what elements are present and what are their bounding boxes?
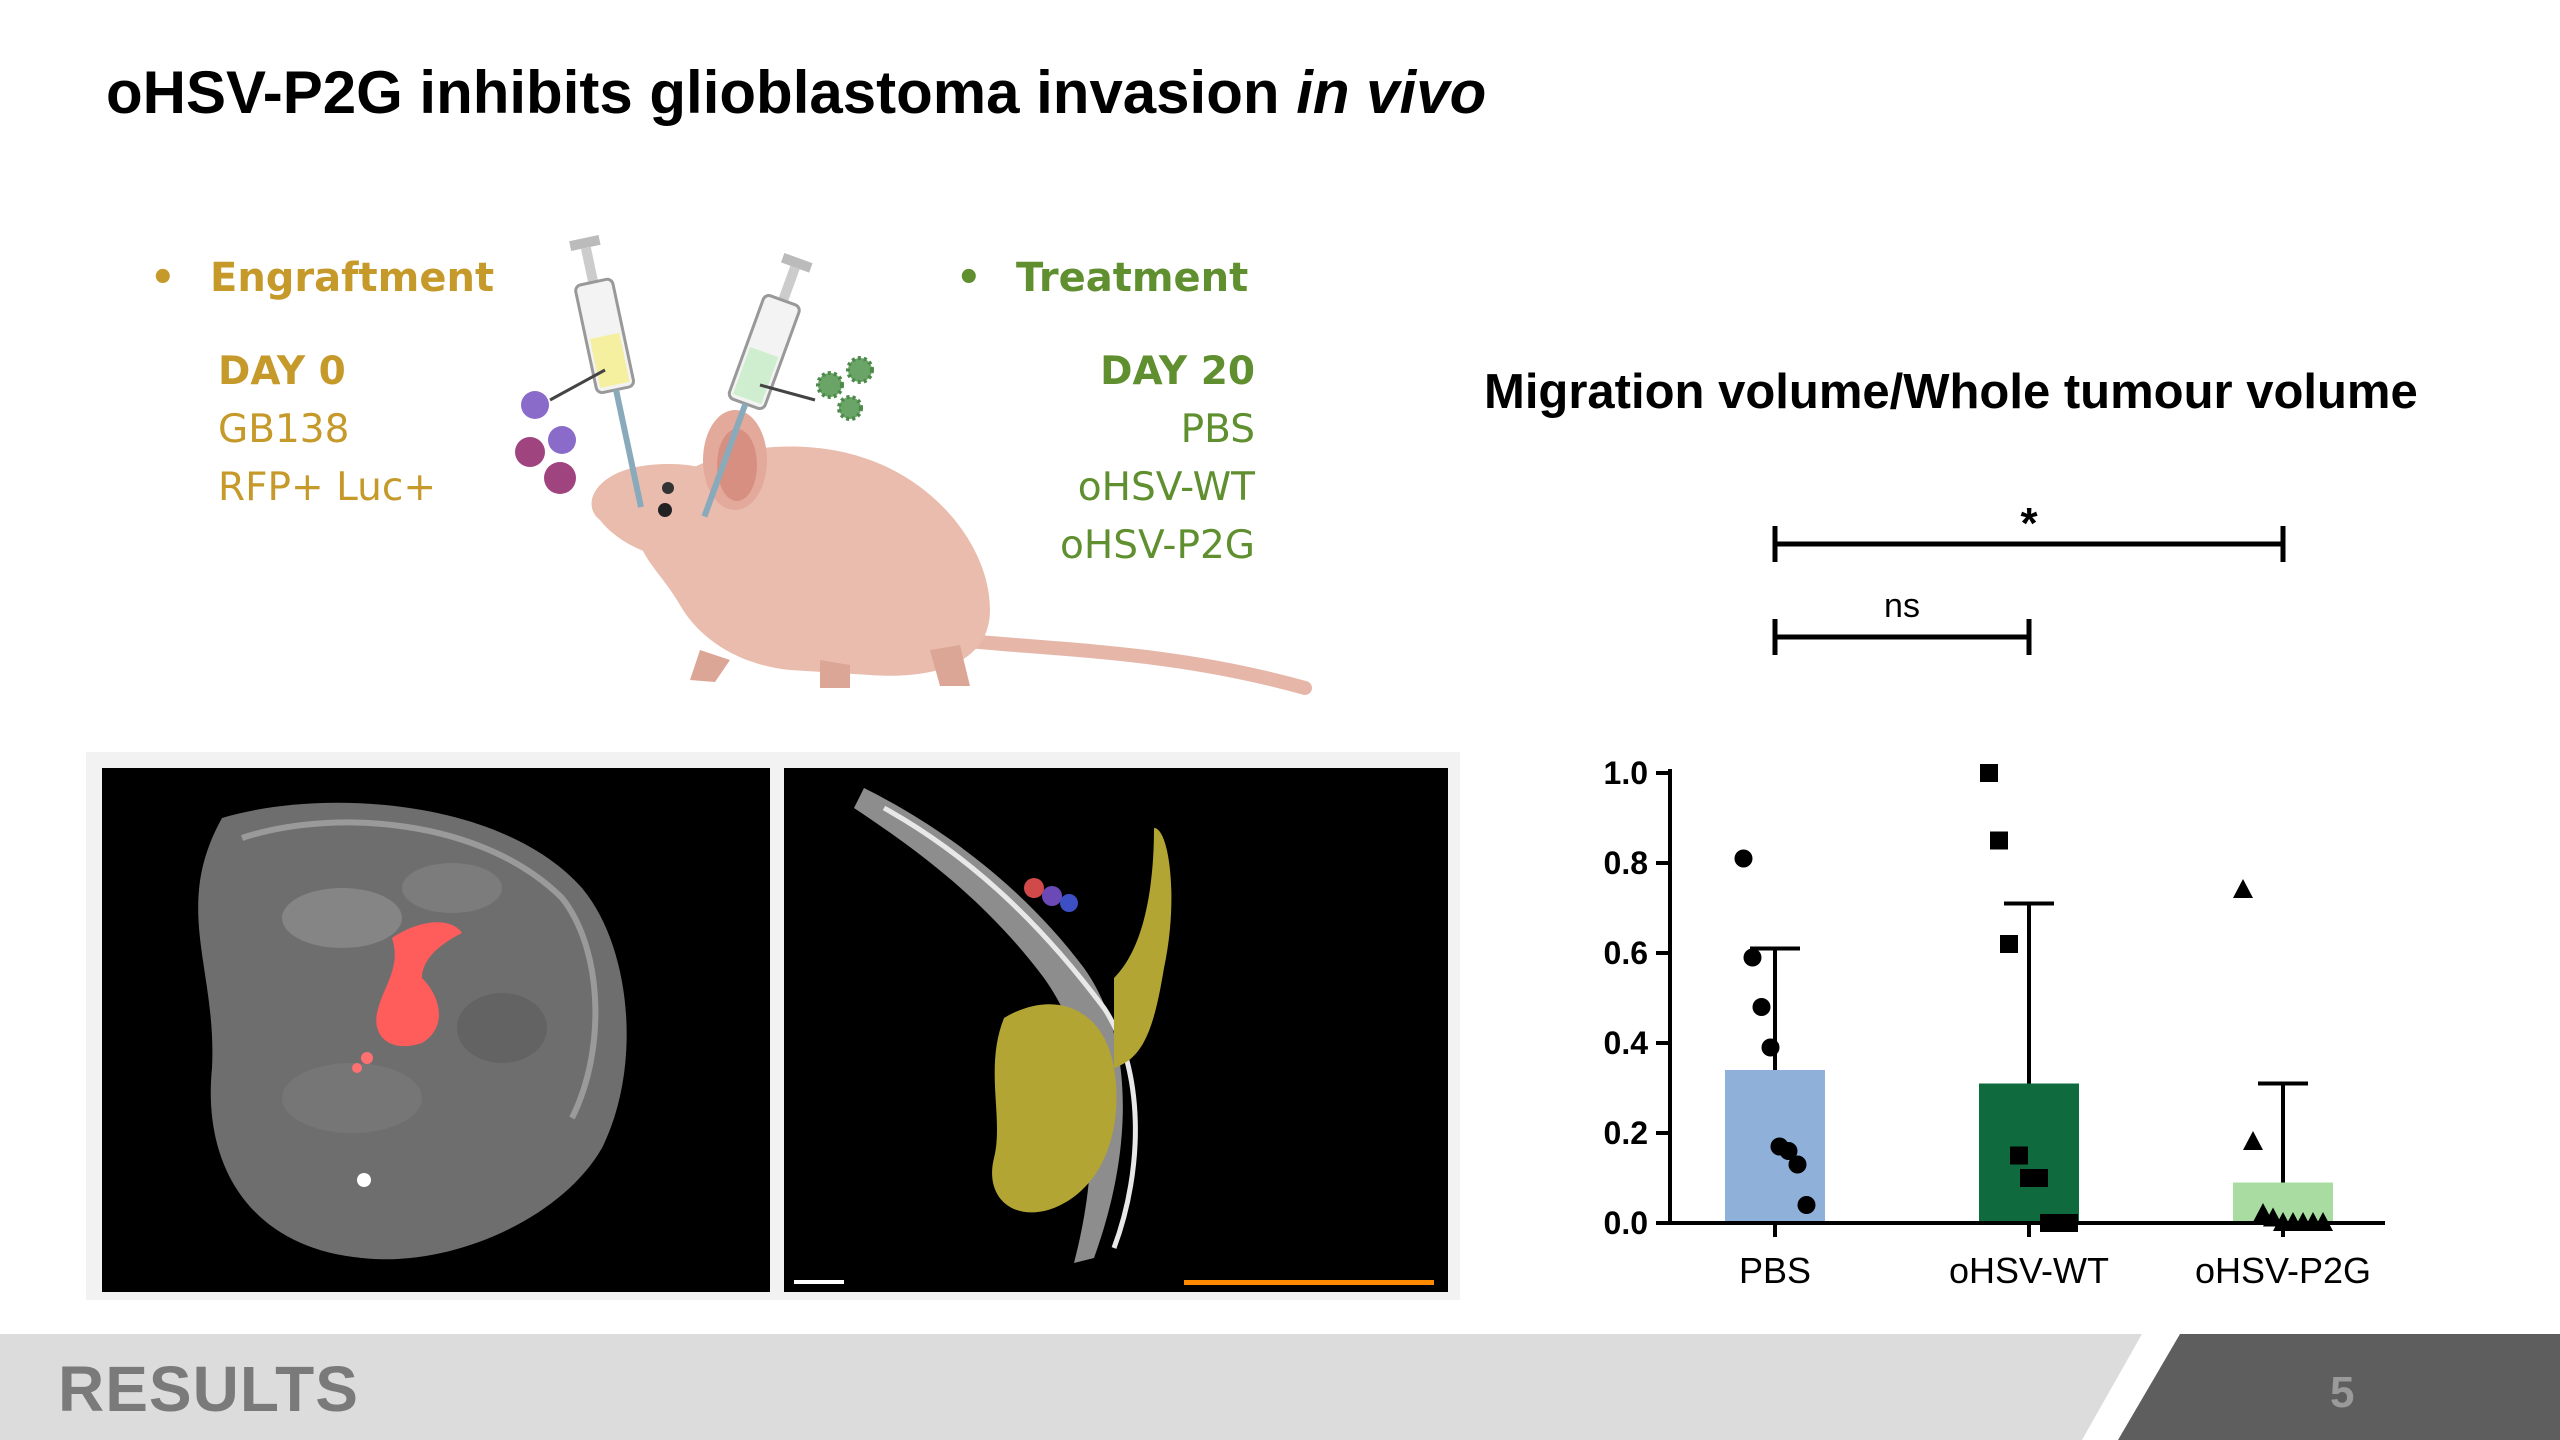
data-point <box>1734 849 1753 868</box>
chart-title: Migration volume/Whole tumour volume <box>1484 365 2418 419</box>
x-tick-label: oHSV-P2G <box>2195 1250 2371 1291</box>
data-point <box>1752 998 1771 1016</box>
treatment-heading: Treatment <box>1016 255 1249 301</box>
engraftment-day: DAY 0 <box>218 349 346 394</box>
treatment-item: oHSV-WT <box>1077 465 1255 510</box>
treatment-day: DAY 20 <box>1100 349 1255 394</box>
data-point <box>1743 948 1762 967</box>
data-point <box>2030 1169 2048 1187</box>
y-tick-label: 0.4 <box>1604 1025 1649 1061</box>
data-point <box>2000 935 2018 953</box>
y-tick-label: 0.2 <box>1604 1115 1648 1151</box>
bar-oHSV-WT <box>1979 1083 2079 1223</box>
engraftment-bullet: • <box>150 255 176 301</box>
treatment-item: PBS <box>1180 407 1255 452</box>
treatment-bullet: • <box>956 255 982 301</box>
brain-rfp-image <box>102 768 770 1292</box>
significance-label: ns <box>1884 587 1920 625</box>
page-number: 5 <box>2330 1368 2355 1417</box>
data-point <box>1990 831 2008 850</box>
data-point <box>2233 879 2253 898</box>
data-point <box>1788 1155 1807 1174</box>
y-tick-label: 0.6 <box>1604 935 1648 971</box>
slide-title: oHSV-P2G inhibits glioblastoma invasion … <box>106 59 1487 126</box>
data-point <box>1980 764 1998 782</box>
data-point <box>1797 1196 1816 1214</box>
footer-bar <box>0 1334 2560 1440</box>
engraftment-reporters: RFP+ Luc+ <box>218 465 437 510</box>
data-point <box>1779 1142 1798 1160</box>
treatment-item: oHSV-P2G <box>1060 523 1255 568</box>
x-tick-label: oHSV-WT <box>1949 1250 2109 1291</box>
data-point <box>1761 1038 1780 1057</box>
engraftment-heading: Engraftment <box>210 255 495 301</box>
y-tick-label: 1.0 <box>1604 755 1648 791</box>
tumour-3d-render-image <box>784 768 1448 1292</box>
mouse-injection-illustration <box>515 235 1312 695</box>
y-tick-label: 0.8 <box>1604 845 1648 881</box>
significance-label: * <box>2020 499 2038 548</box>
engraftment-cell-line: GB138 <box>218 407 350 452</box>
section-label: RESULTS <box>58 1353 359 1425</box>
x-tick-label: PBS <box>1739 1250 1811 1291</box>
data-point <box>2010 1146 2028 1165</box>
migration-bar-chart: 0.0 0.2 0.4 0.6 0.8 1.0 PBS oHSV-WT oHSV-P2G * ns <box>1604 499 2385 1291</box>
y-tick-label: 0.0 <box>1604 1205 1648 1241</box>
data-point <box>2243 1131 2263 1150</box>
engraftment-details: DAY 0 GB138 RFP+ Luc+ <box>218 343 436 517</box>
treatment-details: DAY 20 PBS oHSV-WT oHSV-P2G <box>1060 343 1255 575</box>
